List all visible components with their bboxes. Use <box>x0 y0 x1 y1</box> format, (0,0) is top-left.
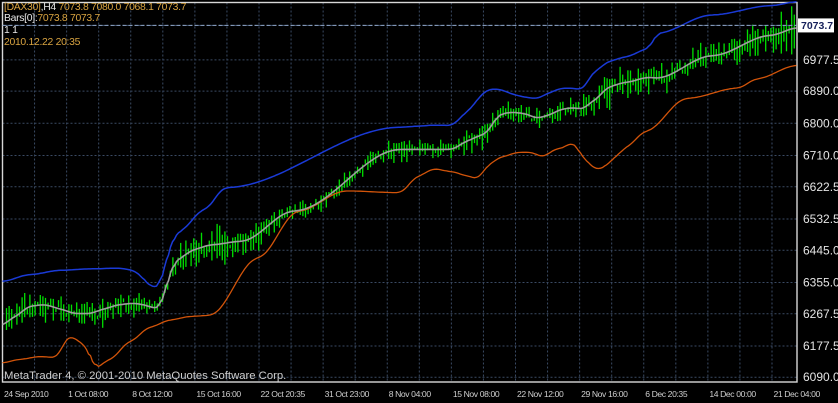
svg-text:22 Nov 12:00: 22 Nov 12:00 <box>517 389 564 399</box>
svg-text:15 Oct 16:00: 15 Oct 16:00 <box>196 389 241 399</box>
svg-text:6800.0: 6800.0 <box>803 116 838 130</box>
svg-text:6445.0: 6445.0 <box>803 243 838 257</box>
svg-text:14 Dec 00:00: 14 Dec 00:00 <box>709 389 756 399</box>
svg-text:6890.0: 6890.0 <box>803 84 838 98</box>
svg-text:6355.0: 6355.0 <box>803 275 838 289</box>
svg-text:8 Oct 12:00: 8 Oct 12:00 <box>132 389 173 399</box>
svg-text:6532.5: 6532.5 <box>803 212 838 226</box>
svg-text:2010.12.22 20:35: 2010.12.22 20:35 <box>4 37 81 48</box>
svg-text:Bars[0]:7073.8 7073.7: Bars[0]:7073.8 7073.7 <box>4 13 100 24</box>
svg-text:7073.7: 7073.7 <box>801 20 833 32</box>
svg-text:21 Dec 04:00: 21 Dec 04:00 <box>774 389 821 399</box>
svg-text:6090.0: 6090.0 <box>803 370 838 384</box>
svg-text:1 Oct 08:00: 1 Oct 08:00 <box>68 389 109 399</box>
svg-text:6710.0: 6710.0 <box>803 148 838 162</box>
svg-text:1 1: 1 1 <box>4 25 18 36</box>
svg-text:22 Oct 20:35: 22 Oct 20:35 <box>261 389 306 399</box>
svg-text:29 Nov 16:00: 29 Nov 16:00 <box>581 389 628 399</box>
svg-text:15 Nov 08:00: 15 Nov 08:00 <box>453 389 500 399</box>
svg-text:MetaTrader 4, © 2001-2010 Meta: MetaTrader 4, © 2001-2010 MetaQuotes Sof… <box>4 370 286 382</box>
svg-text:6977.5: 6977.5 <box>803 53 838 67</box>
svg-text:6267.5: 6267.5 <box>803 307 838 321</box>
svg-text:24 Sep 2010: 24 Sep 2010 <box>4 389 49 399</box>
svg-text:8 Nov 04:00: 8 Nov 04:00 <box>389 389 432 399</box>
svg-text:31 Oct 23:00: 31 Oct 23:00 <box>325 389 370 399</box>
svg-text:6 Dec 20:35: 6 Dec 20:35 <box>645 389 688 399</box>
svg-text:[DAX30],H4 7073.8 7080.0 7068: [DAX30],H4 7073.8 7080.0 7068.1 7073.7 <box>4 2 187 13</box>
svg-text:6622.5: 6622.5 <box>803 180 838 194</box>
svg-text:6177.5: 6177.5 <box>803 339 838 353</box>
